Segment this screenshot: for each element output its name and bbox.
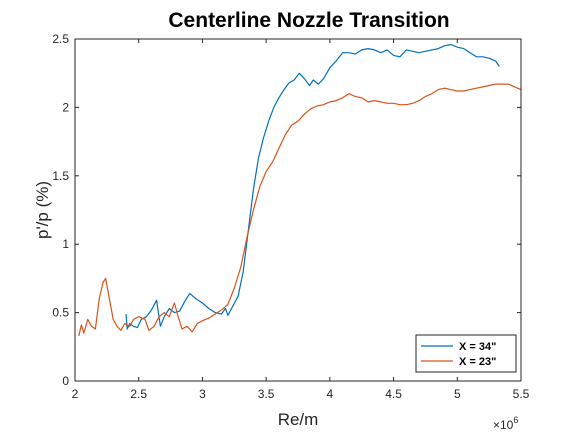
x-tick-label: 2.5 (130, 387, 147, 401)
y-tick-label: 1.5 (52, 169, 69, 183)
legend-box (415, 334, 517, 373)
x-tick-label: 5.5 (513, 387, 530, 401)
x-tick-label: 4 (327, 387, 334, 401)
y-tick-label: 2 (62, 100, 69, 114)
y-axis-label: p'/p (%) (33, 181, 52, 239)
legend-label-x23: X = 23" (459, 356, 496, 368)
x-axis-exponent-power: 6 (513, 415, 518, 425)
legend-label-x34: X = 34" (459, 341, 496, 353)
legend: X = 34" X = 23" (415, 334, 517, 373)
x-tick-label: 5 (454, 387, 461, 401)
x-tick-label: 3.5 (258, 387, 275, 401)
x-axis-exponent-base: ×10 (493, 418, 514, 432)
y-tick-label: 1 (62, 237, 69, 251)
axes-layer: 2 2.5 3 3.5 4 4.5 5 5.5 0 0.5 1 1.5 2 2.5 (52, 32, 529, 401)
x-tick-label: 2 (72, 387, 79, 401)
y-tick-label: 2.5 (52, 32, 69, 46)
series-line-x23 (78, 83, 522, 337)
series-layer (78, 43, 522, 337)
x-tick-label: 4.5 (385, 387, 402, 401)
x-tick-label: 3 (199, 387, 206, 401)
axes-frame (74, 38, 522, 382)
y-tick-label: 0 (62, 374, 69, 388)
chart-title: Centerline Nozzle Transition (168, 9, 449, 32)
plot-area (75, 39, 521, 381)
y-tick-label: 0.5 (52, 306, 69, 320)
x-axis-exponent: ×106 (493, 415, 518, 432)
x-axis-label: Re/m (278, 410, 319, 429)
